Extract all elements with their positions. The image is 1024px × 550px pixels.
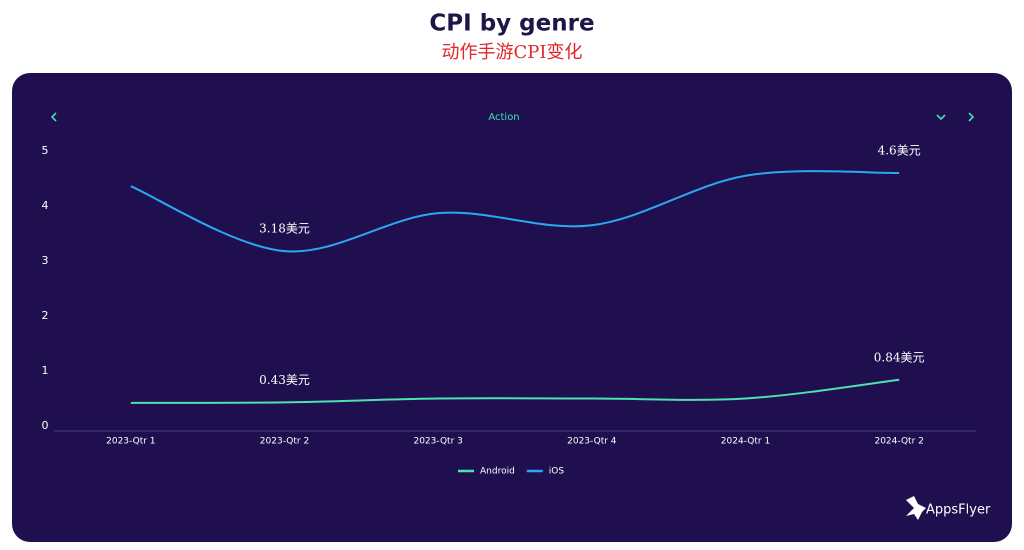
value-label: 3.18美元 (259, 222, 310, 236)
x-tick-label: 2024-Qtr 1 (721, 437, 770, 447)
line-series (130, 378, 900, 404)
x-tick-label: 2023-Qtr 4 (567, 437, 617, 447)
y-tick-label: 0 (42, 419, 49, 432)
x-tick-label: 2023-Qtr 2 (260, 437, 309, 447)
value-label: 4.6美元 (878, 144, 921, 158)
y-tick-label: 1 (42, 364, 49, 377)
legend-label: iOS (549, 467, 565, 477)
value-label: 0.43美元 (259, 373, 310, 387)
next-button[interactable] (968, 112, 975, 122)
line-series (130, 170, 900, 253)
dropdown-button[interactable] (936, 114, 946, 121)
y-tick-label: 3 (42, 254, 49, 267)
prev-button[interactable] (50, 112, 57, 122)
panel (12, 73, 1012, 542)
y-tick-label: 2 (42, 309, 49, 322)
x-tick-label: 2023-Qtr 1 (106, 437, 155, 447)
y-tick-label: 4 (42, 199, 49, 212)
y-tick-label: 5 (42, 144, 49, 157)
selector-label[interactable]: Action (488, 112, 519, 123)
legend-label: Android (480, 467, 515, 477)
chart-title: CPI by genre (429, 11, 594, 37)
x-tick-label: 2024-Qtr 2 (874, 437, 923, 447)
chart-subtitle: 动作手游CPI变化 (442, 42, 583, 63)
x-tick-label: 2023-Qtr 3 (413, 437, 462, 447)
value-label: 0.84美元 (874, 350, 925, 364)
brand-logo: AppsFlyer (906, 496, 991, 520)
brand-name: AppsFlyer (926, 503, 991, 518)
